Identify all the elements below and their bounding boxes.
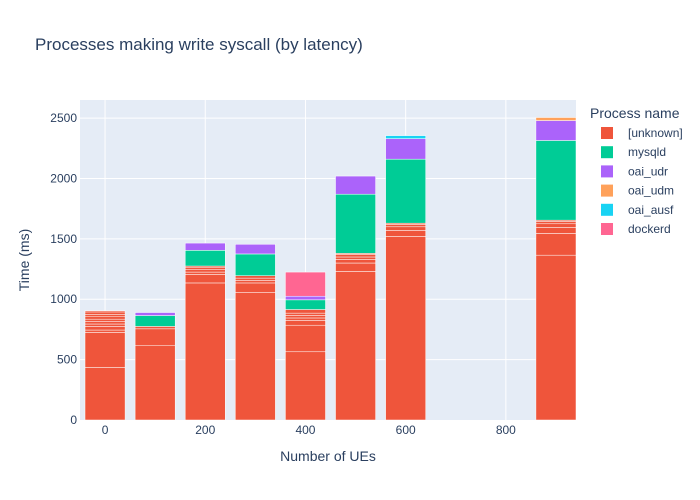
bar-segment: [535, 221, 577, 225]
bar-segment: [235, 292, 276, 421]
legend-swatch: [601, 203, 613, 216]
bar-segment: [385, 236, 426, 421]
bar-segment: [335, 256, 376, 260]
legend-swatch: [601, 223, 613, 235]
bar-segment: [285, 317, 326, 321]
bar-segment: [84, 316, 126, 320]
bar-segment: [385, 138, 426, 160]
x-axis-ticks: 0 200 400 600 800: [102, 423, 516, 437]
y-tick-label: 0: [70, 413, 77, 427]
bar-segment: [535, 223, 577, 228]
bar-segment: [335, 262, 376, 272]
bar-segment: [285, 312, 326, 316]
bar-segment: [535, 227, 577, 234]
bar-segment: [285, 351, 326, 421]
legend-swatch: [601, 165, 613, 178]
bar-segment: [385, 230, 426, 237]
bar-segment: [134, 326, 176, 330]
bar-segment: [84, 314, 126, 318]
bar-segment: [84, 318, 126, 322]
bar-segment: [535, 140, 577, 221]
legend-label: oai_udm: [628, 184, 674, 198]
bar-segment: [235, 253, 276, 276]
x-tick-label: 400: [295, 423, 315, 437]
bar-segment: [285, 299, 326, 310]
legend: Process name [unknown] mysqld oai_udr oai_u…: [590, 105, 683, 236]
bar-segment: [235, 275, 276, 279]
legend-swatch: [601, 146, 613, 159]
y-axis-ticks: 0 500 1000 1500 2000 2500: [50, 111, 77, 427]
bar-segment: [134, 345, 176, 421]
bar-segment: [385, 224, 426, 228]
legend-swatch: [601, 184, 613, 197]
bar-segment: [285, 309, 326, 314]
bar-segment: [235, 244, 276, 255]
bar-segment: [184, 271, 226, 275]
bar-segment: [84, 321, 126, 325]
bar-segment: [335, 259, 376, 264]
bar-segment: [84, 326, 126, 331]
y-tick-label: 1500: [50, 232, 77, 246]
bar-segment: [535, 233, 577, 256]
bar-segment: [385, 135, 426, 139]
bars: [84, 117, 577, 421]
legend-label: [unknown]: [628, 126, 683, 140]
y-tick-label: 1000: [50, 292, 77, 306]
bar-segment: [84, 310, 126, 313]
bar-segment: [84, 367, 126, 421]
legend-label: oai_ausf: [628, 203, 674, 217]
bar-segment: [535, 117, 577, 121]
bar-segment: [335, 254, 376, 258]
bar-segment: [84, 311, 126, 315]
y-tick-label: 500: [57, 353, 77, 367]
bar-segment: [184, 250, 226, 267]
legend-label: dockerd: [628, 222, 671, 236]
x-tick-label: 600: [396, 423, 416, 437]
legend-title: Process name: [590, 105, 680, 121]
bar-segment: [285, 271, 326, 297]
y-tick-label: 2500: [50, 111, 77, 125]
bar-segment: [285, 315, 326, 319]
x-tick-label: 200: [195, 423, 215, 437]
bar-segment: [84, 323, 126, 327]
y-axis-title: Time (ms): [16, 229, 32, 291]
bar-segment: [285, 320, 326, 326]
bar-segment: [535, 120, 577, 141]
legend-label: mysqld: [628, 145, 666, 159]
y-tick-label: 2000: [50, 171, 77, 185]
chart-title: Processes making write syscall (by laten…: [35, 35, 363, 54]
bar-segment: [184, 269, 226, 273]
bar-segment: [285, 324, 326, 353]
bar-segment: [134, 328, 176, 346]
bar-segment: [335, 175, 376, 195]
bar-segment: [535, 254, 577, 421]
bar-segment: [184, 242, 226, 251]
x-tick-label: 0: [102, 423, 109, 437]
bar-segment: [385, 158, 426, 224]
x-tick-label: 800: [496, 423, 516, 437]
legend-swatch: [601, 127, 613, 139]
bar-segment: [235, 282, 276, 293]
bar-segment: [84, 329, 126, 333]
x-axis-title: Number of UEs: [280, 448, 376, 464]
legend-label: oai_udr: [628, 164, 668, 178]
bar-segment: [285, 295, 326, 301]
bar-segment: [184, 274, 226, 284]
bar-segment: [184, 282, 226, 421]
bar-segment: [134, 312, 176, 316]
bar-segment: [235, 280, 276, 284]
bar-segment: [385, 226, 426, 231]
bar-segment: [235, 277, 276, 281]
bar-segment: [335, 271, 376, 421]
bar-segment: [335, 193, 376, 254]
bar-segment: [184, 266, 226, 270]
bar-segment: [134, 315, 176, 327]
bar-segment: [84, 332, 126, 368]
